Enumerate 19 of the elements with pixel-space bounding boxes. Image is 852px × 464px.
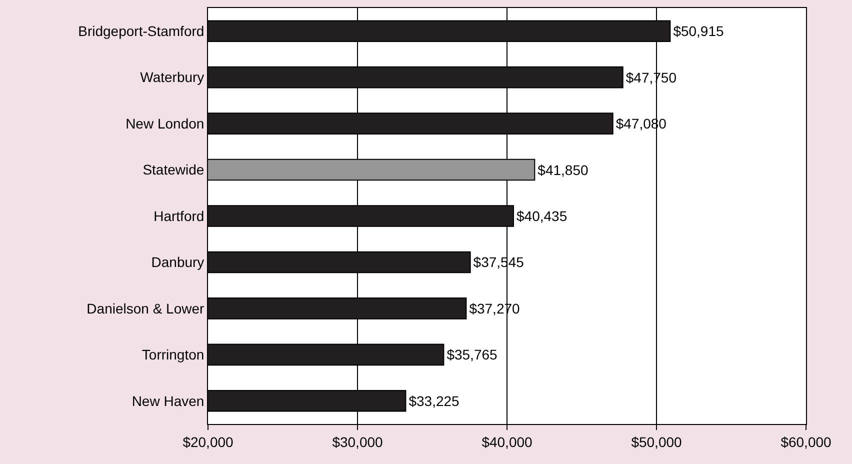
data-label: $41,850 <box>538 162 588 178</box>
data-label: $50,915 <box>673 23 724 40</box>
x-tick-label: $50,000 <box>631 434 682 450</box>
y-tick-label: New Haven <box>132 392 204 409</box>
x-tick-label: $60,000 <box>780 434 832 450</box>
y-tick-label: Statewide <box>142 162 204 178</box>
x-tick-label: $30,000 <box>332 434 384 450</box>
y-tick-label: Danielson & Lower <box>86 300 205 316</box>
y-tick-label: Torrington <box>142 346 204 363</box>
y-tick-label: Danbury <box>151 254 204 270</box>
data-label: $40,435 <box>516 208 568 224</box>
y-tick-label: New London <box>126 115 204 132</box>
x-tick-label: $20,000 <box>182 434 234 450</box>
y-tick-label: Hartford <box>154 208 204 224</box>
data-label: $35,765 <box>446 346 498 363</box>
x-tick-label: $40,000 <box>482 434 533 450</box>
y-tick-label: Bridgeport-Stamford <box>78 23 204 40</box>
y-tick-label: Waterbury <box>140 69 204 86</box>
data-label: $33,225 <box>408 392 460 409</box>
